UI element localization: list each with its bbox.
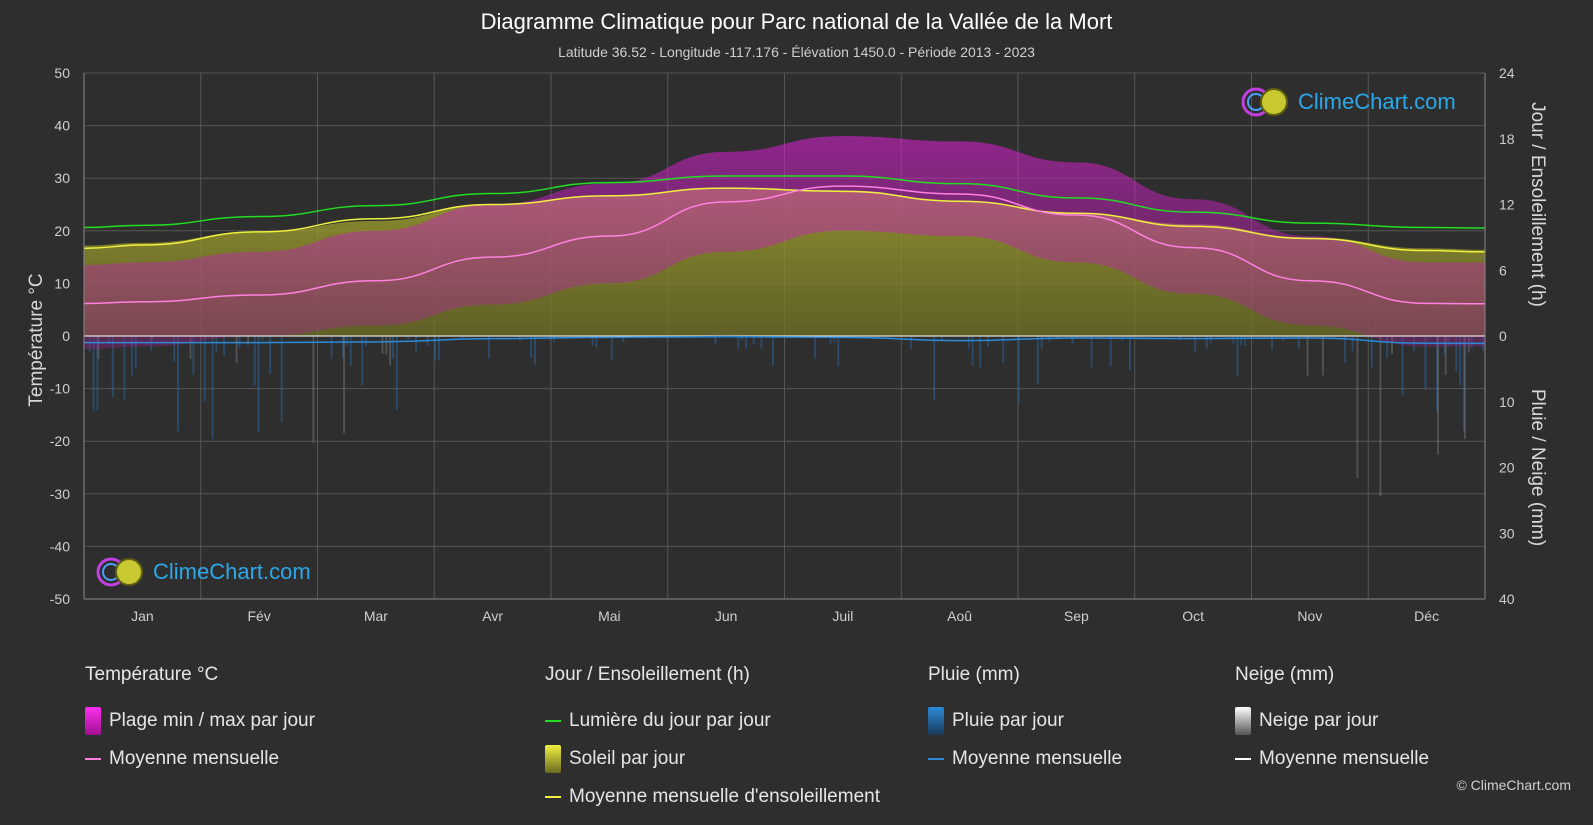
x-tick-label: Déc — [1414, 608, 1439, 624]
y-left-tick-label: -40 — [50, 538, 70, 554]
y-right-tick-label: 0 — [1499, 328, 1507, 344]
y-left-tick-label: -30 — [50, 486, 70, 502]
y-right-tick-label: 6 — [1499, 262, 1507, 278]
axes: 50 40 30 20 10 0 -10 -20 -30 -40 -50 24 18 12 6 0 10 20 30… — [26, 65, 1548, 624]
line-swatch — [85, 758, 101, 760]
y-left-tick-label: 30 — [54, 170, 70, 186]
rain-mean-line — [84, 335, 1486, 345]
series-lines — [83, 175, 1486, 345]
legend-title: Température °C — [85, 664, 219, 685]
x-tick-label: Juil — [832, 608, 853, 624]
legend-item: Neige par jour — [1235, 702, 1429, 740]
legend-item: Moyenne mensuelle — [85, 740, 315, 778]
legend-title: Pluie (mm) — [928, 664, 1020, 685]
legend-rain: Pluie (mm) Pluie par jour Moyenne mensue… — [928, 664, 1122, 778]
chart-title: Diagramme Climatique pour Parc national … — [480, 9, 1113, 34]
logo-top: ClimeChart.com — [1240, 86, 1456, 118]
legend-item: Soleil par jour — [545, 740, 880, 778]
x-tick-label: Mai — [598, 608, 621, 624]
x-tick-label: Jan — [131, 608, 154, 624]
y-left-tick-label: 10 — [54, 275, 70, 291]
sunshine-swatch — [545, 745, 561, 773]
line-swatch — [928, 758, 944, 760]
y-right-tick-label: 20 — [1499, 460, 1515, 476]
legend-item: Lumière du jour par jour — [545, 702, 880, 740]
logo-icon — [96, 557, 143, 587]
y-left-tick-label: -10 — [50, 381, 70, 397]
line-swatch — [1235, 758, 1251, 760]
legend-snow: Neige (mm) Neige par jour Moyenne mensue… — [1235, 664, 1429, 778]
logo-icon — [1241, 87, 1288, 117]
y-right-tick-label: 10 — [1499, 394, 1515, 410]
y-right-tick-label: 24 — [1499, 65, 1515, 81]
legend-label: Plage min / max par jour — [109, 710, 315, 731]
x-tick-label: Fév — [247, 608, 270, 624]
logo-bottom: ClimeChart.com — [95, 556, 311, 588]
logo-text: ClimeChart.com — [1298, 89, 1456, 114]
legend-label: Moyenne mensuelle d'ensoleillement — [569, 786, 880, 807]
legend-label: Moyenne mensuelle — [1259, 748, 1430, 769]
legend-label: Soleil par jour — [569, 748, 686, 769]
legend-item: Moyenne mensuelle — [1235, 740, 1429, 778]
snow-swatch — [1235, 707, 1251, 735]
rain-swatch — [928, 707, 944, 735]
legend-title: Neige (mm) — [1235, 664, 1335, 685]
x-tick-label: Aoû — [947, 608, 972, 624]
y-right-top-axis-title: Jour / Ensoleillement (h) — [1527, 102, 1548, 307]
x-tick-label: Sep — [1064, 608, 1089, 624]
y-left-tick-label: 50 — [54, 65, 70, 81]
y-right-tick-label: 30 — [1499, 525, 1515, 541]
temperature-band — [84, 136, 1485, 350]
x-tick-label: Jun — [715, 608, 738, 624]
legend-label: Moyenne mensuelle — [952, 748, 1123, 769]
y-left-tick-label: -50 — [50, 591, 70, 607]
legend-item: Moyenne mensuelle d'ensoleillement — [545, 778, 880, 816]
sunshine-mean-line — [83, 187, 1486, 253]
legend-item: Pluie par jour — [928, 702, 1122, 740]
legend-item: Plage min / max par jour — [85, 702, 315, 740]
x-tick-label: Oct — [1182, 608, 1204, 624]
y-right-bottom-axis-title: Pluie / Neige (mm) — [1527, 389, 1548, 546]
legend-item: Moyenne mensuelle — [928, 740, 1122, 778]
legend-label: Pluie par jour — [952, 710, 1064, 731]
logo-text: ClimeChart.com — [153, 559, 311, 584]
legend-temperature: Température °C Plage min / max par jour … — [85, 664, 315, 778]
temperature-mean-line — [83, 185, 1486, 305]
x-tick-label: Nov — [1297, 608, 1322, 624]
range-swatch — [85, 707, 101, 735]
y-left-tick-label: 0 — [62, 328, 70, 344]
y-left-tick-label: -20 — [50, 433, 70, 449]
legend-label: Lumière du jour par jour — [569, 710, 771, 731]
legend-label: Neige par jour — [1259, 710, 1379, 731]
line-swatch — [545, 720, 561, 722]
legend-sun: Jour / Ensoleillement (h) Lumière du jou… — [545, 664, 880, 816]
temperature-range-band — [84, 136, 1485, 350]
chart-subtitle: Latitude 36.52 - Longitude -117.176 - Él… — [558, 44, 1035, 60]
x-tick-label: Mar — [364, 608, 388, 624]
y-right-tick-label: 40 — [1499, 591, 1515, 607]
x-tick-label: Avr — [482, 608, 503, 624]
line-swatch — [545, 796, 561, 798]
legend-title: Jour / Ensoleillement (h) — [545, 664, 750, 685]
daylight-line — [83, 175, 1486, 229]
y-right-tick-label: 18 — [1499, 131, 1515, 147]
y-left-axis-title: Température °C — [26, 273, 47, 406]
copyright: © ClimeChart.com — [1456, 777, 1571, 793]
y-right-tick-label: 12 — [1499, 197, 1515, 213]
y-left-tick-label: 20 — [54, 223, 70, 239]
legend-label: Moyenne mensuelle — [109, 748, 280, 769]
y-left-tick-label: 40 — [54, 118, 70, 134]
